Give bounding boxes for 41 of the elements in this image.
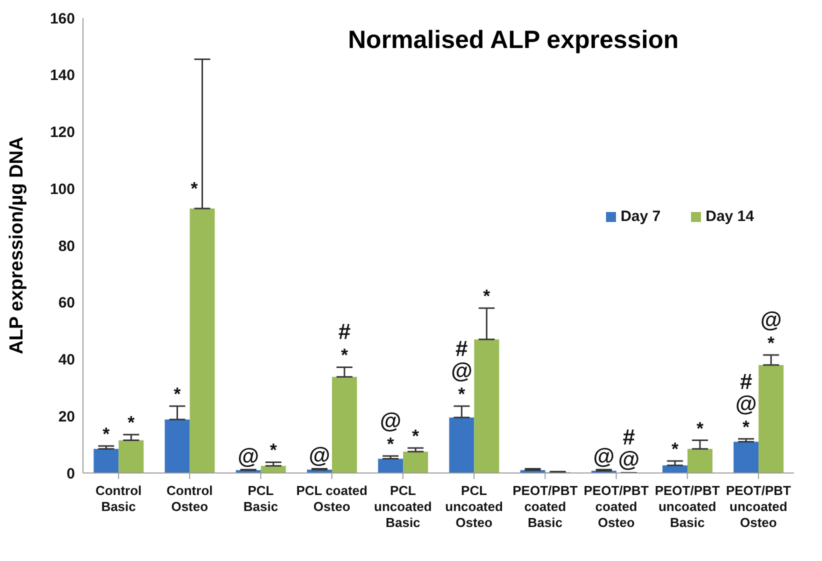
x-tick-label: PEOT/PBT uncoated Basic: [654, 483, 720, 530]
data-label: *: [190, 178, 198, 199]
x-tick-label: PCL Basic: [243, 483, 278, 514]
data-label: @ *: [760, 306, 782, 353]
chart-title: Normalised ALP expression: [348, 26, 679, 55]
data-label: *: [412, 426, 420, 446]
y-tick-label: 100: [50, 180, 75, 198]
data-label: *: [102, 424, 110, 444]
y-tick-label: 160: [50, 10, 75, 28]
data-label: *: [270, 440, 277, 460]
x-tick-label: PEOT/PBT coated Basic: [512, 483, 578, 530]
x-tick-label: Control Osteo: [166, 483, 213, 514]
x-tick-label: PCL uncoated Osteo: [445, 483, 503, 530]
y-tick-label: 20: [58, 408, 75, 426]
data-label: @: [238, 444, 260, 469]
x-tick-label: PCL uncoated Basic: [374, 483, 432, 530]
data-label: @: [593, 444, 615, 469]
data-label: @ *: [380, 408, 402, 454]
x-tick-label: PEOT/PBT coated Osteo: [584, 483, 649, 530]
y-tick-label: 0: [66, 465, 75, 482]
y-tick-label: 60: [58, 294, 75, 312]
data-label: *: [671, 439, 678, 460]
data-label: # @ *: [450, 336, 472, 404]
data-label: *: [174, 384, 181, 404]
data-label: # @ *: [735, 368, 757, 437]
data-label: # @: [618, 424, 640, 472]
data-label: *: [696, 418, 704, 438]
data-label: *: [483, 286, 490, 306]
y-tick-label: 120: [50, 124, 75, 142]
y-tick-label: 80: [58, 238, 75, 255]
data-label: # *: [338, 319, 351, 366]
data-label: @: [308, 442, 330, 468]
y-tick-label: 40: [58, 352, 75, 369]
legend-label: Day 7: [620, 208, 661, 225]
x-tick-label: PEOT/PBT uncoated Osteo: [726, 483, 792, 530]
data-label: *: [128, 412, 135, 433]
legend-label: Day 14: [704, 208, 754, 225]
y-axis-title: ALP expression/µg DNA: [6, 136, 28, 354]
x-tick-label: PCL coated Osteo: [296, 483, 368, 514]
x-tick-label: Control Basic: [95, 483, 142, 514]
y-tick-label: 140: [50, 67, 75, 84]
